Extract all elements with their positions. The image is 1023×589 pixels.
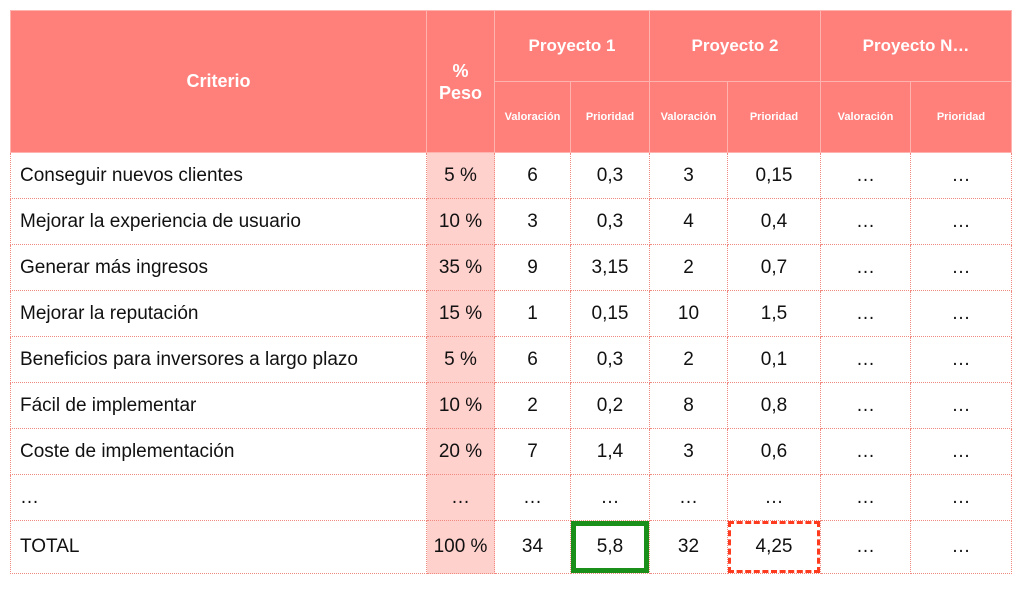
prioridad-p1-cell: 3,15 <box>570 244 650 291</box>
valoracion-p2-cell: … <box>649 474 728 521</box>
prioridad-pn-cell: … <box>910 428 1012 475</box>
criterio-cell: Mejorar la experiencia de usuario <box>10 198 427 245</box>
total-valoracion-p2: 32 <box>649 520 728 574</box>
valoracion-p2-cell: 4 <box>649 198 728 245</box>
peso-cell: 5 % <box>426 336 495 383</box>
prioridad-p2-cell: 0,4 <box>727 198 821 245</box>
valoracion-pn-cell: … <box>820 244 911 291</box>
peso-cell: 10 % <box>426 198 495 245</box>
prioridad-p1-cell: 1,4 <box>570 428 650 475</box>
criterio-cell: Beneficios para inversores a largo plazo <box>10 336 427 383</box>
valoracion-p2-cell: 8 <box>649 382 728 429</box>
proyecto-2-header: Proyecto 2 <box>649 10 821 82</box>
prioridad-p2-cell: 1,5 <box>727 290 821 337</box>
total-row: TOTAL 100 % 34 5,8 32 4,25 … … <box>10 520 1012 574</box>
prioridad-pn-cell: … <box>910 290 1012 337</box>
total-valoracion-pn: … <box>820 520 911 574</box>
peso-cell: 10 % <box>426 382 495 429</box>
total-peso-cell: 100 % <box>426 520 495 574</box>
valoracion-p1-cell: 3 <box>494 198 571 245</box>
prioridad-p1-cell: 0,15 <box>570 290 650 337</box>
criterio-cell: … <box>10 474 427 521</box>
peso-cell: 5 % <box>426 152 495 199</box>
valoracion-p1-cell: … <box>494 474 571 521</box>
table-row: … … … … … … … … <box>10 474 1012 521</box>
prioridad-p2-cell: … <box>727 474 821 521</box>
valoracion-pn-cell: … <box>820 474 911 521</box>
valoracion-p1-cell: 9 <box>494 244 571 291</box>
prioridad-p1-cell: 0,2 <box>570 382 650 429</box>
total-valoracion-p1: 34 <box>494 520 571 574</box>
priority-table: Criterio % Peso Proyecto 1 Proyecto 2 Pr… <box>10 10 1012 574</box>
valoracion-pn-cell: … <box>820 428 911 475</box>
valoracion-p1-cell: 2 <box>494 382 571 429</box>
valoracion-pn-cell: … <box>820 336 911 383</box>
prioridad-p2-cell: 0,15 <box>727 152 821 199</box>
prioridad-header-pn: Prioridad <box>910 81 1012 153</box>
prioridad-pn-cell: … <box>910 198 1012 245</box>
valoracion-pn-cell: … <box>820 152 911 199</box>
prioridad-pn-cell: … <box>910 474 1012 521</box>
criterio-cell: Fácil de implementar <box>10 382 427 429</box>
criterio-cell: Coste de implementación <box>10 428 427 475</box>
peso-cell: 35 % <box>426 244 495 291</box>
valoracion-p2-cell: 3 <box>649 152 728 199</box>
total-prioridad-p2-cell: 4,25 <box>727 520 821 574</box>
prioridad-p2-cell: 0,1 <box>727 336 821 383</box>
table-row: Generar más ingresos 35 % 9 3,15 2 0,7 …… <box>10 244 1012 291</box>
total-prioridad-p1-cell: 5,8 <box>570 520 650 574</box>
valoracion-p2-cell: 10 <box>649 290 728 337</box>
prioridad-p1-cell: 0,3 <box>570 198 650 245</box>
prioridad-p2-cell: 0,6 <box>727 428 821 475</box>
prioridad-p1-cell: 0,3 <box>570 336 650 383</box>
table-row: Conseguir nuevos clientes 5 % 6 0,3 3 0,… <box>10 152 1012 199</box>
valoracion-header-p2: Valoración <box>649 81 728 153</box>
peso-cell: 15 % <box>426 290 495 337</box>
table-row: Fácil de implementar 10 % 2 0,2 8 0,8 … … <box>10 382 1012 429</box>
prioridad-p2-cell: 0,7 <box>727 244 821 291</box>
valoracion-pn-cell: … <box>820 290 911 337</box>
valoracion-p2-cell: 2 <box>649 244 728 291</box>
valoracion-p1-cell: 6 <box>494 152 571 199</box>
table-row: Mejorar la experiencia de usuario 10 % 3… <box>10 198 1012 245</box>
valoracion-pn-cell: … <box>820 198 911 245</box>
peso-cell: … <box>426 474 495 521</box>
table-row: Beneficios para inversores a largo plazo… <box>10 336 1012 383</box>
valoracion-p1-cell: 1 <box>494 290 571 337</box>
prioridad-pn-cell: … <box>910 382 1012 429</box>
valoracion-header-pn: Valoración <box>820 81 911 153</box>
peso-header: % Peso <box>426 10 495 153</box>
prioridad-header-p2: Prioridad <box>727 81 821 153</box>
prioridad-p1-cell: 0,3 <box>570 152 650 199</box>
total-prioridad-pn: … <box>910 520 1012 574</box>
prioridad-pn-cell: … <box>910 336 1012 383</box>
valoracion-header-p1: Valoración <box>494 81 571 153</box>
peso-header-line2: Peso <box>438 82 483 103</box>
proyecto-1-header: Proyecto 1 <box>494 10 650 82</box>
prioridad-p2-cell: 0,8 <box>727 382 821 429</box>
prioridad-p1-cell: … <box>570 474 650 521</box>
prioridad-pn-cell: … <box>910 244 1012 291</box>
valoracion-p2-cell: 3 <box>649 428 728 475</box>
criterio-header: Criterio <box>10 10 427 153</box>
peso-cell: 20 % <box>426 428 495 475</box>
valoracion-p1-cell: 7 <box>494 428 571 475</box>
valoracion-p2-cell: 2 <box>649 336 728 383</box>
priority-matrix: Criterio % Peso Proyecto 1 Proyecto 2 Pr… <box>10 10 1012 574</box>
table-row: Mejorar la reputación 15 % 1 0,15 10 1,5… <box>10 290 1012 337</box>
valoracion-p1-cell: 6 <box>494 336 571 383</box>
peso-header-line1: % <box>452 60 469 81</box>
criterio-cell: Generar más ingresos <box>10 244 427 291</box>
prioridad-pn-cell: … <box>910 152 1012 199</box>
best-score-highlight: 5,8 <box>571 521 649 573</box>
criterio-cell: Mejorar la reputación <box>10 290 427 337</box>
valoracion-pn-cell: … <box>820 382 911 429</box>
criterio-cell: Conseguir nuevos clientes <box>10 152 427 199</box>
table-row: Coste de implementación 20 % 7 1,4 3 0,6… <box>10 428 1012 475</box>
total-label: TOTAL <box>10 520 427 574</box>
proyecto-n-header: Proyecto N… <box>820 10 1012 82</box>
prioridad-header-p1: Prioridad <box>570 81 650 153</box>
second-score-highlight: 4,25 <box>728 521 820 573</box>
